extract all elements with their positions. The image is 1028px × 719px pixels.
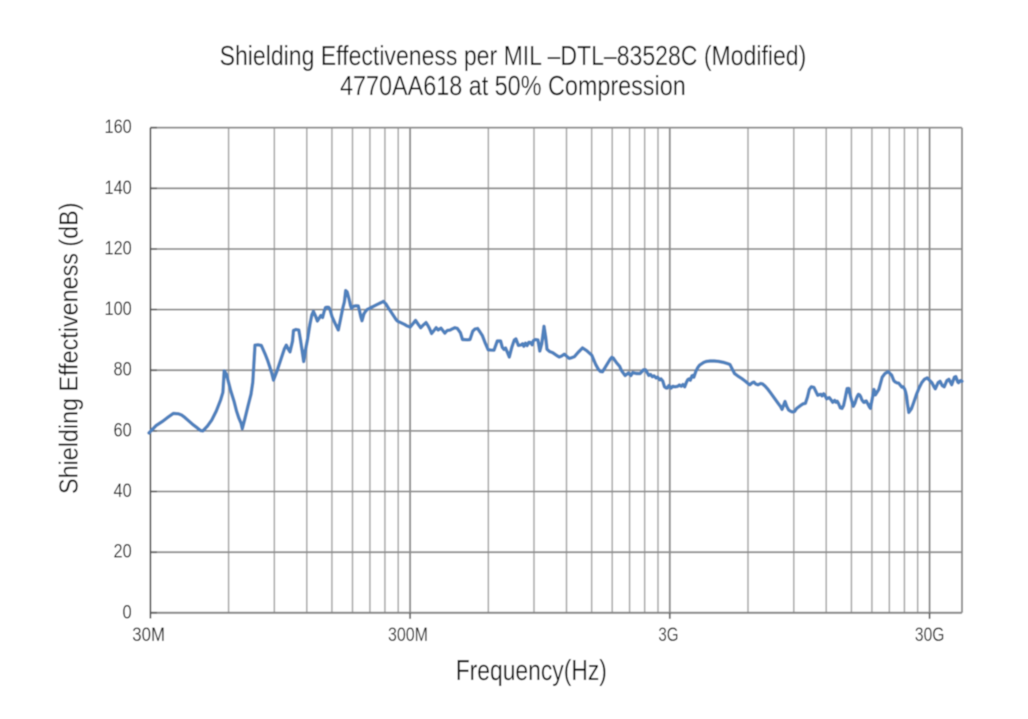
svg-text:Frequency(Hz): Frequency(Hz): [456, 655, 607, 687]
svg-text:20: 20: [114, 542, 132, 563]
svg-text:300M: 300M: [388, 625, 428, 646]
svg-text:4770AA618 at 50% Compression: 4770AA618 at 50% Compression: [340, 70, 686, 101]
svg-text:120: 120: [105, 239, 132, 260]
svg-text:80: 80: [114, 360, 132, 381]
svg-text:160: 160: [105, 117, 132, 138]
svg-text:60: 60: [114, 420, 132, 441]
svg-text:100: 100: [105, 299, 132, 320]
svg-text:0: 0: [123, 602, 132, 623]
svg-text:30M: 30M: [132, 625, 165, 646]
svg-text:Shielding Effectiveness per MI: Shielding Effectiveness per MIL –DTL–835…: [220, 40, 807, 71]
svg-text:30G: 30G: [915, 625, 945, 646]
svg-text:Shielding Effectiveness (dB): Shielding Effectiveness (dB): [54, 203, 84, 495]
svg-text:3G: 3G: [658, 625, 678, 646]
svg-text:40: 40: [114, 481, 132, 502]
svg-text:140: 140: [105, 178, 132, 199]
